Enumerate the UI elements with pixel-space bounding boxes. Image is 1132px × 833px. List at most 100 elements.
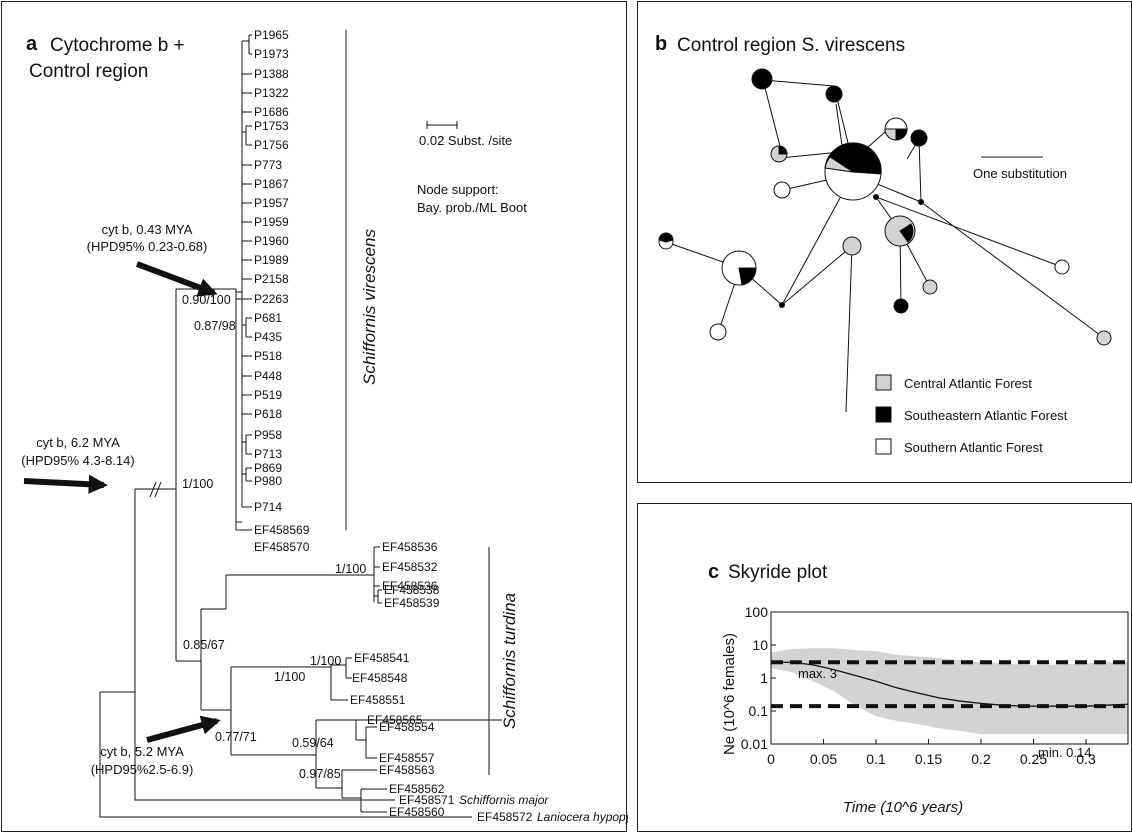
- y-tick-label: 0.01: [741, 736, 768, 752]
- legend-label-southern: Southern Atlantic Forest: [904, 440, 1043, 455]
- annotation-1-line1: cyt b, 0.43 MYA: [102, 222, 193, 237]
- leaf-label: EF458565: [367, 713, 423, 727]
- leaf-label: P681: [254, 311, 282, 325]
- leaf-label: P1322: [254, 86, 289, 100]
- haplotype-network: b Control region S. virescens One substi…: [655, 33, 1112, 455]
- leaf-label: P773: [254, 158, 282, 172]
- panel-a-letter: a: [26, 33, 38, 55]
- outgroup-1-name: Schiffornis major: [459, 793, 549, 807]
- outgroup-2-name: Laniocera hypopyrra: [537, 810, 628, 824]
- leaf-label: EF458538: [384, 583, 440, 597]
- leaf-label: EF458551: [350, 693, 406, 707]
- outgroup-2-id: EF458572: [477, 810, 533, 824]
- leaf-label: P1973: [254, 47, 289, 61]
- x-tick-label: 0.1: [866, 751, 886, 767]
- leaf-label: P518: [254, 349, 282, 363]
- arrow-3: [146, 715, 221, 743]
- tree-branches: [99, 34, 502, 818]
- panel-a: a Cytochrome b + Control region 0.02 Sub…: [1, 1, 628, 832]
- panel-c-letter: c: [708, 561, 719, 583]
- leaf-label: EF458532: [382, 560, 438, 574]
- panel-c: c Skyride plot max. 3 min. 0.14 0.01 0.1 1…: [637, 503, 1132, 832]
- panel-b-letter: b: [655, 33, 667, 55]
- leaf-label: P618: [254, 407, 282, 421]
- leaf-label: P958: [254, 428, 282, 442]
- leaf-label: P435: [254, 330, 282, 344]
- node-support-subtitle: Bay. prob./ML Boot: [417, 200, 527, 215]
- legend-label-central: Central Atlantic Forest: [904, 376, 1032, 391]
- phylogenetic-tree: a Cytochrome b + Control region 0.02 Sub…: [21, 28, 628, 824]
- legend-swatch-southeastern: [875, 406, 892, 423]
- support-label: 0.90/100: [182, 293, 231, 307]
- support-label: 1/100: [335, 562, 366, 576]
- annotation-2-line2: (HPD95% 4.3-8.14): [21, 453, 134, 468]
- network-scale-label: One substitution: [973, 166, 1067, 181]
- support-label: 1/100: [182, 477, 213, 491]
- leaf-label: EF458541: [354, 651, 410, 665]
- support-label: 0.85/67: [183, 638, 225, 652]
- annotation-3-line2: (HPD95%2.5-6.9): [91, 762, 194, 777]
- leaf-label: EF458560: [389, 805, 445, 819]
- leaf-label: P519: [254, 388, 282, 402]
- support-label: 0.59/64: [292, 736, 334, 750]
- leaf-label: P448: [254, 369, 282, 383]
- arrow-1: [135, 261, 218, 297]
- leaf-label: P869: [254, 461, 282, 475]
- leaf-label: P1753: [254, 119, 289, 133]
- scale-label: 0.02 Subst. /site: [419, 133, 512, 148]
- legend-label-southeastern: Southeastern Atlantic Forest: [904, 408, 1068, 423]
- x-tick-label: 0.3: [1076, 751, 1096, 767]
- support-label: 1/100: [274, 670, 305, 684]
- hpd-band: [771, 648, 1128, 735]
- leaf-label: EF458536: [382, 579, 438, 593]
- scale-bar: [426, 121, 458, 129]
- clade-label-virescens: Schiffornis virescens: [360, 229, 379, 385]
- leaf-label: P2158: [254, 272, 289, 286]
- panel-a-title-line2: Control region: [29, 61, 148, 82]
- support-label: 1/100: [310, 654, 341, 668]
- leaf-label: P1965: [254, 28, 289, 42]
- leaf-label: EF458570: [254, 540, 310, 554]
- max-label: max. 3: [798, 666, 837, 681]
- x-tick-label: 0.25: [1020, 751, 1047, 767]
- x-tick-label: 0.05: [810, 751, 837, 767]
- annotation-3-line1: cyt b, 5.2 MYA: [100, 744, 184, 759]
- median-line: [771, 661, 1129, 707]
- leaf-label: EF458539: [384, 596, 440, 610]
- leaf-label: P1957: [254, 196, 289, 210]
- leaf-label: EF458548: [352, 671, 408, 685]
- y-tick-label: 100: [745, 604, 769, 620]
- x-tick-label: 0: [767, 751, 775, 767]
- network-nodes: [658, 68, 1112, 346]
- leaf-label: P714: [254, 500, 282, 514]
- legend: Central Atlantic Forest Southeastern Atl…: [875, 374, 1068, 455]
- leaf-label: EF458563: [379, 763, 435, 777]
- leaf-label: P1388: [254, 67, 289, 81]
- leaf-label: EF458562: [389, 782, 445, 796]
- x-axis-label: Time (10^6 years): [843, 799, 963, 816]
- legend-swatch-southern: [875, 438, 892, 455]
- legend-swatch-central: [875, 374, 892, 391]
- x-tick-label: 0.2: [971, 751, 991, 767]
- leaf-label: EF458554: [379, 720, 435, 734]
- annotation-2-line1: cyt b, 6.2 MYA: [36, 435, 120, 450]
- panel-a-title-line1: Cytochrome b +: [50, 35, 185, 56]
- outgroup-1-id: EF458571: [399, 793, 455, 807]
- panel-b: b Control region S. virescens One substi…: [637, 1, 1132, 483]
- y-tick-label: 0.1: [749, 703, 769, 719]
- leaf-label: EF458536: [382, 540, 438, 554]
- support-label: 0.87/98: [194, 319, 236, 333]
- leaf-label: P2263: [254, 292, 289, 306]
- y-axis-label: Ne (10^6 females): [721, 633, 738, 755]
- leaf-label: EF458569: [254, 523, 310, 537]
- panel-b-title: Control region S. virescens: [677, 35, 905, 56]
- leaf-label: P1686: [254, 105, 289, 119]
- y-tick-label: 10: [752, 637, 768, 653]
- support-label: 0.97/85: [299, 767, 341, 781]
- leaf-label: P1959: [254, 215, 289, 229]
- panel-c-title: Skyride plot: [728, 562, 828, 583]
- leaf-label: P980: [254, 474, 282, 488]
- support-label: 0.77/71: [215, 730, 257, 744]
- leaf-label: EF458557: [379, 751, 435, 765]
- skyride-chart: c Skyride plot max. 3 min. 0.14 0.01 0.1 1…: [708, 561, 1129, 816]
